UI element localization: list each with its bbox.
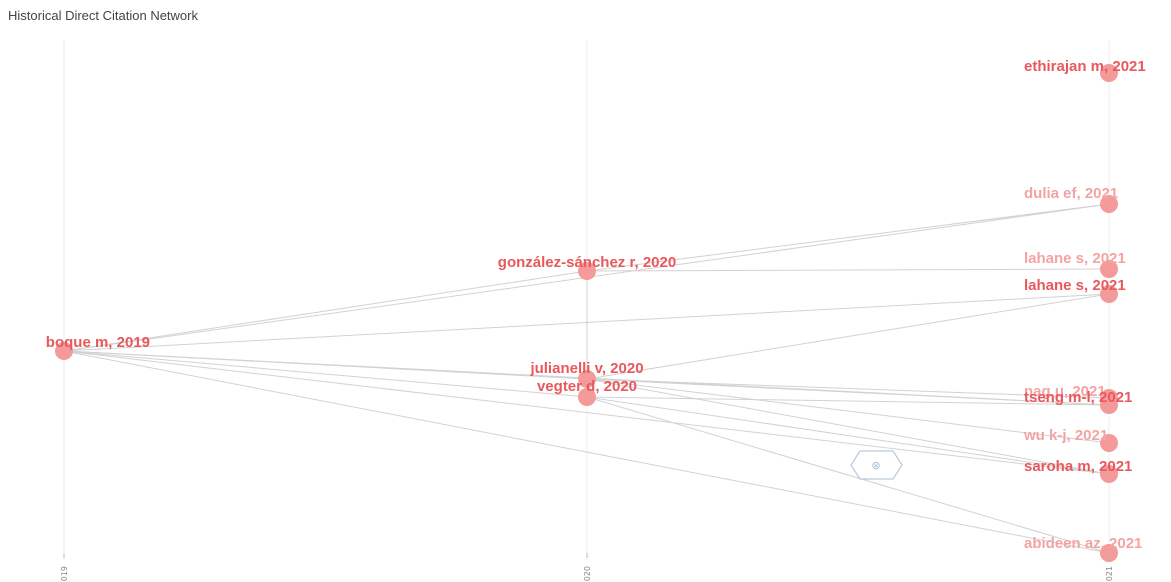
- node-label[interactable]: saroha m, 2021: [1024, 458, 1132, 475]
- node-label[interactable]: vegter d, 2020: [537, 378, 637, 395]
- page-title: Historical Direct Citation Network: [8, 8, 198, 23]
- node-label[interactable]: gonzález-sánchez r, 2020: [498, 254, 676, 271]
- node-n2[interactable]: [578, 262, 596, 280]
- year-axis: 2019 2020 2021: [60, 553, 1114, 582]
- citation-edge: [586, 268, 1110, 272]
- node-label[interactable]: dulia ef, 2021: [1024, 185, 1118, 202]
- node-n7[interactable]: [1100, 260, 1118, 278]
- node-n6[interactable]: [1100, 195, 1118, 213]
- year-axis-label: 2020: [583, 566, 592, 582]
- node-n3[interactable]: [578, 370, 596, 388]
- node-label[interactable]: wu k-j, 2021: [1023, 427, 1108, 444]
- citation-edge: [586, 203, 1110, 272]
- node-n5[interactable]: [1100, 64, 1118, 82]
- node-n1[interactable]: [55, 342, 73, 360]
- citation-edge: [586, 396, 1110, 554]
- node-label[interactable]: boque m, 2019: [46, 334, 150, 351]
- citation-edge: [63, 350, 1110, 475]
- svg-text:⊛: ⊛: [871, 459, 880, 472]
- watermark-hexagon-icon: ⊛: [850, 450, 903, 480]
- node-label[interactable]: lahane s, 2021: [1024, 250, 1126, 267]
- citation-nodes: boque m, 2019 gonzález-sánchez r, 2020 jul…: [46, 58, 1146, 562]
- node-label[interactable]: ethirajan m, 2021: [1024, 58, 1146, 75]
- citation-edge: [586, 378, 1110, 406]
- citation-edge: [63, 270, 588, 352]
- citation-edge: [586, 378, 1110, 399]
- citation-edge: [586, 396, 1110, 475]
- citation-edge: [586, 396, 1110, 406]
- node-n10[interactable]: [1100, 396, 1118, 414]
- year-axis-label: 2021: [1105, 566, 1114, 582]
- node-label[interactable]: abideen az, 2021: [1024, 535, 1142, 552]
- citation-edge: [586, 378, 1110, 475]
- node-n8[interactable]: [1100, 285, 1118, 303]
- node-n4[interactable]: [578, 388, 596, 406]
- citation-edge: [586, 293, 1110, 380]
- citation-edge: [63, 350, 1110, 554]
- node-label[interactable]: tseng m-l, 2021: [1024, 389, 1132, 406]
- node-label[interactable]: lahane s, 2021: [1024, 277, 1126, 294]
- year-axis-label: 2019: [60, 566, 69, 582]
- citation-edge: [63, 350, 588, 398]
- node-label[interactable]: julianelli v, 2020: [529, 360, 643, 377]
- citation-edge: [586, 378, 1110, 444]
- node-n11[interactable]: [1100, 434, 1118, 452]
- node-label[interactable]: nag u, 2021: [1024, 383, 1106, 400]
- node-n12[interactable]: [1100, 465, 1118, 483]
